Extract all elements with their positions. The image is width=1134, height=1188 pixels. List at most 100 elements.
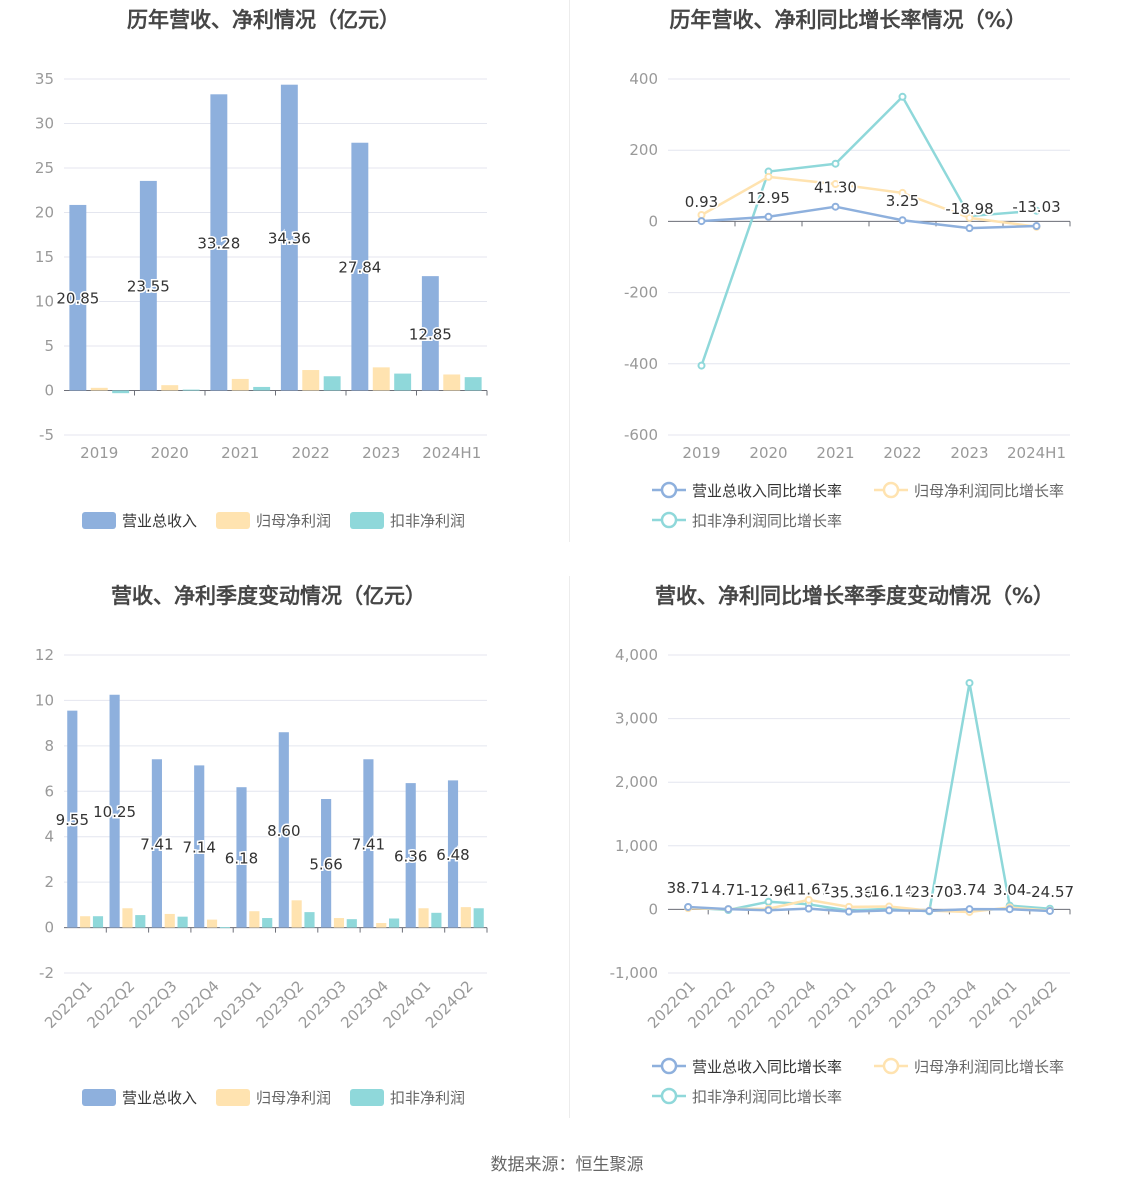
data-label: -35.36 (825, 884, 873, 902)
data-point (965, 905, 974, 914)
data-label: 38.71 (667, 879, 710, 897)
bar-parent-profit (418, 908, 429, 928)
y-tick-label: 10 (35, 691, 54, 709)
data-label: -23.70 (905, 883, 953, 901)
data-label: 0.93 (685, 193, 718, 211)
data-point (965, 213, 974, 222)
data-label: 20.85 (56, 290, 99, 308)
bar-revenue (67, 710, 78, 928)
x-tick-label: 2019 (80, 444, 118, 462)
data-label: 3.74 (953, 881, 986, 899)
bar-deducted-profit (177, 916, 188, 928)
bar-revenue (447, 780, 459, 928)
y-tick-label: 0 (44, 382, 54, 400)
bar-revenue (151, 759, 162, 928)
bar-parent-profit (302, 370, 320, 391)
y-tick-label: 4 (44, 828, 54, 846)
annual-revenue-chart: -5 0 5 10 15 20 25 30 35 2019 2020 2021 2022 2023 2024… (35, 70, 488, 530)
chart-panel-annual-revenue: 历年营收、净利情况（亿元） -5 0 5 10 15 20 25 30 35 2019 2020 20… (0, 0, 567, 560)
data-label: 9.55 (56, 811, 89, 829)
y-tick-label: 2 (44, 873, 54, 891)
data-point (684, 902, 693, 911)
data-label: 23.55 (127, 278, 170, 296)
data-point (925, 906, 934, 915)
x-tick-label: 2019 (682, 444, 720, 462)
data-label: 4.71 (712, 881, 745, 899)
y-tick-label: 0 (648, 212, 658, 230)
bar-deducted-profit (464, 377, 482, 391)
bar-deducted-profit (262, 918, 273, 928)
data-label: 6.48 (436, 846, 469, 864)
bar-parent-profit (372, 367, 390, 391)
data-label: 27.84 (338, 259, 381, 277)
data-label: 41.30 (814, 179, 857, 197)
data-point (965, 678, 974, 687)
bar-parent-profit (460, 907, 471, 928)
bar-deducted-profit (394, 373, 412, 391)
legend-label: 归母净利润 (256, 1089, 331, 1107)
data-point (764, 906, 773, 915)
legend-swatch (216, 512, 250, 529)
bar-revenue (194, 765, 205, 928)
data-point (831, 180, 840, 189)
chart-title: 历年营收、净利情况（亿元） (127, 8, 400, 32)
bar-parent-profit (161, 385, 179, 391)
legend-swatch (350, 1089, 384, 1106)
bar-revenue (236, 787, 247, 928)
legend-marker (882, 1057, 900, 1075)
data-label: 6.18 (225, 849, 258, 867)
data-point (844, 907, 853, 916)
legend-swatch (82, 1089, 116, 1106)
data-point (965, 224, 974, 233)
x-tick-label: 2022 (292, 444, 330, 462)
y-tick-label: 10 (35, 293, 54, 311)
y-tick-label: 2,000 (615, 773, 658, 791)
chart-title: 营收、净利季度变动情况（亿元） (111, 584, 426, 608)
legend-swatch (350, 512, 384, 529)
chart-panel-quarterly-growth: 营收、净利同比增长率季度变动情况（%） -1,000 0 1,000 2,000 3,0… (570, 576, 1134, 1136)
bar-deducted-profit (253, 386, 271, 391)
y-tick-label: -1,000 (610, 964, 658, 982)
y-tick-label: -400 (624, 355, 658, 373)
y-tick-label: 0 (44, 919, 54, 937)
data-label: 3.04 (993, 881, 1026, 899)
bar-parent-profit (333, 918, 345, 928)
bar-revenue (405, 783, 416, 928)
bar-revenue (109, 694, 120, 928)
legend-swatch (82, 512, 116, 529)
panel-divider (569, 0, 570, 542)
legend-label: 归母净利润同比增长率 (914, 482, 1064, 500)
quarterly-growth-chart: -1,00001,0002,0003,0004,0002022Q12022Q22… (610, 646, 1076, 1106)
chart-panel-quarterly-revenue: 营收、净利季度变动情况（亿元） -2 0 2 4 6 8 10 12 2022Q1 2022Q2 2… (0, 576, 567, 1136)
bar-revenue (351, 142, 369, 391)
bar-revenue (278, 732, 289, 928)
bar-parent-profit (206, 919, 218, 928)
bar-parent-profit (249, 911, 260, 928)
x-tick-label: 2020 (151, 444, 189, 462)
bar-deducted-profit (323, 376, 341, 391)
y-tick-label: 6 (44, 782, 54, 800)
x-tick-label: 2020 (749, 444, 787, 462)
data-point (898, 216, 907, 225)
data-label: 7.41 (140, 835, 173, 853)
data-point (885, 906, 894, 915)
legend-label: 归母净利润 (256, 512, 331, 530)
y-tick-label: -200 (624, 284, 658, 302)
y-tick-label: -2 (39, 964, 54, 982)
bar-parent-profit (443, 374, 461, 391)
bar-revenue (210, 94, 228, 391)
y-tick-label: -5 (39, 426, 54, 444)
bar-deducted-profit (135, 915, 146, 928)
x-tick-label: 2023 (950, 444, 988, 462)
data-label: 7.14 (183, 838, 216, 856)
legend-marker (660, 481, 678, 499)
data-label: 3.25 (886, 192, 919, 210)
data-label: 7.41 (352, 835, 385, 853)
legend-label: 营业总收入 (122, 1089, 197, 1107)
series-line-parent-profit (700, 175, 1037, 228)
data-point (1045, 906, 1054, 915)
x-tick-label: 2023 (362, 444, 400, 462)
data-label: 5.66 (309, 855, 342, 873)
bar-deducted-profit (112, 390, 130, 394)
y-tick-label: 25 (35, 159, 54, 177)
